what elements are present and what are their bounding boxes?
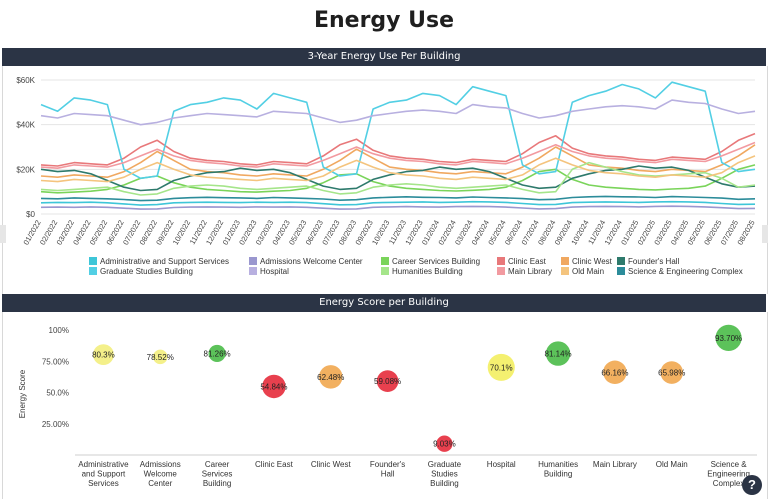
score-label: 66.16% [601,368,628,377]
series-line [40,155,756,183]
score-bubble [262,374,286,399]
score-label: 65.98% [658,369,685,378]
score-bubble [208,344,226,363]
legend-label: Hospital [260,267,289,276]
score-label: 93.70% [715,334,742,343]
legend-swatch [249,267,257,275]
category-label: Hospital [487,460,516,469]
legend-label: Main Library [508,267,552,276]
y-tick-label: 25.00% [42,420,69,429]
score-label: 81.14% [545,350,572,359]
score-bubble [436,435,453,452]
score-bubble [660,361,684,384]
series-line [40,144,756,178]
score-label: 54.84% [260,382,287,391]
score-bubble [319,365,343,389]
legend-label: Admissions Welcome Center [260,257,363,266]
category-label: Graduate Studies Building [428,460,462,488]
series-line [40,164,756,194]
scroll-left-handle[interactable] [0,225,6,243]
y-tick-label: 50.0% [46,389,69,398]
legend-label: Graduate Studies Building [100,267,193,276]
legend-label: Old Main [572,267,604,276]
y-tick-label: 100% [49,326,69,335]
category-label: Old Main [656,460,688,469]
series-line [40,161,756,196]
score-label: 78.52% [147,353,174,362]
y-tick-label: $0 [26,210,35,219]
category-label: Career Services Building [202,460,233,488]
legend-label: Founder's Hall [628,257,680,266]
category-label: Main Library [593,460,637,469]
score-bubble [153,349,168,365]
y-axis-title: Energy Score [18,369,27,418]
legend-swatch [617,257,625,265]
scroll-right-handle[interactable] [762,225,768,243]
legend-label: Humanities Building [392,267,463,276]
category-label: Founder's Hall [370,460,405,479]
legend-swatch [561,257,569,265]
score-label: 70.1% [490,363,513,372]
category-label: Administrative and Support Services [78,460,129,488]
line-chart-panel: $0 $20K $40K $60K 01/2022 02/2022 03/2022 04/20… [2,66,768,294]
score-label: 9.03% [433,440,456,449]
series-line [40,195,756,202]
legend-label: Administrative and Support Services [100,257,229,266]
legend-swatch [497,257,505,265]
category-label: Science & Engineering Complex [707,460,750,488]
score-bubble [93,344,114,366]
series-line [40,99,756,126]
category-label: Humanities Building [538,460,578,479]
line-chart-header: 3-Year Energy Use Per Building [2,48,766,66]
score-bubble [545,341,571,366]
score-bubble [715,324,742,351]
bubble-chart: Energy Score 25.00% 50.0% 75.00% 100% 80.3% Ad… [18,324,757,488]
series-line [40,205,756,210]
series-line [40,141,756,169]
legend-label: Clinic East [508,257,547,266]
score-label: 80.3% [92,351,115,360]
legend-swatch [89,267,97,275]
category-label: Admissions Welcome Center [140,460,181,488]
y-tick-label: 75.00% [42,357,69,366]
legend-label: Clinic West [572,257,613,266]
category-label: Clinic West [311,460,352,469]
bubble-chart-panel: Energy Score 25.00% 50.0% 75.00% 100% 80.3% Ad… [2,312,768,499]
page-title: Energy Use [313,8,455,33]
series-line [40,81,756,180]
legend-swatch [561,267,569,275]
line-chart: $0$20K$40K$60K01/202202/202203/202204/20… [16,76,756,276]
legend-label: Science & Engineering Complex [628,267,743,276]
score-label: 62.48% [317,373,344,382]
legend-label: Career Services Building [392,257,480,266]
legend-swatch [497,267,505,275]
series-line [40,132,756,167]
bubble-chart-header: Energy Score per Building [2,294,766,312]
score-label: 59.08% [374,377,401,386]
y-tick-label: $60K [16,76,35,85]
category-label: Clinic East [255,460,294,469]
score-bubble [376,370,399,392]
y-tick-label: $40K [16,121,35,130]
score-bubble [487,353,515,381]
legend-swatch [89,257,97,265]
legend-swatch [381,257,389,265]
score-label: 81.26% [204,349,231,358]
series-line [40,200,756,206]
legend-swatch [617,267,625,275]
legend-swatch [249,257,257,265]
legend-swatch [381,267,389,275]
help-button[interactable]: ? [742,475,762,495]
score-bubble [603,360,627,385]
y-tick-label: $20K [16,165,35,174]
